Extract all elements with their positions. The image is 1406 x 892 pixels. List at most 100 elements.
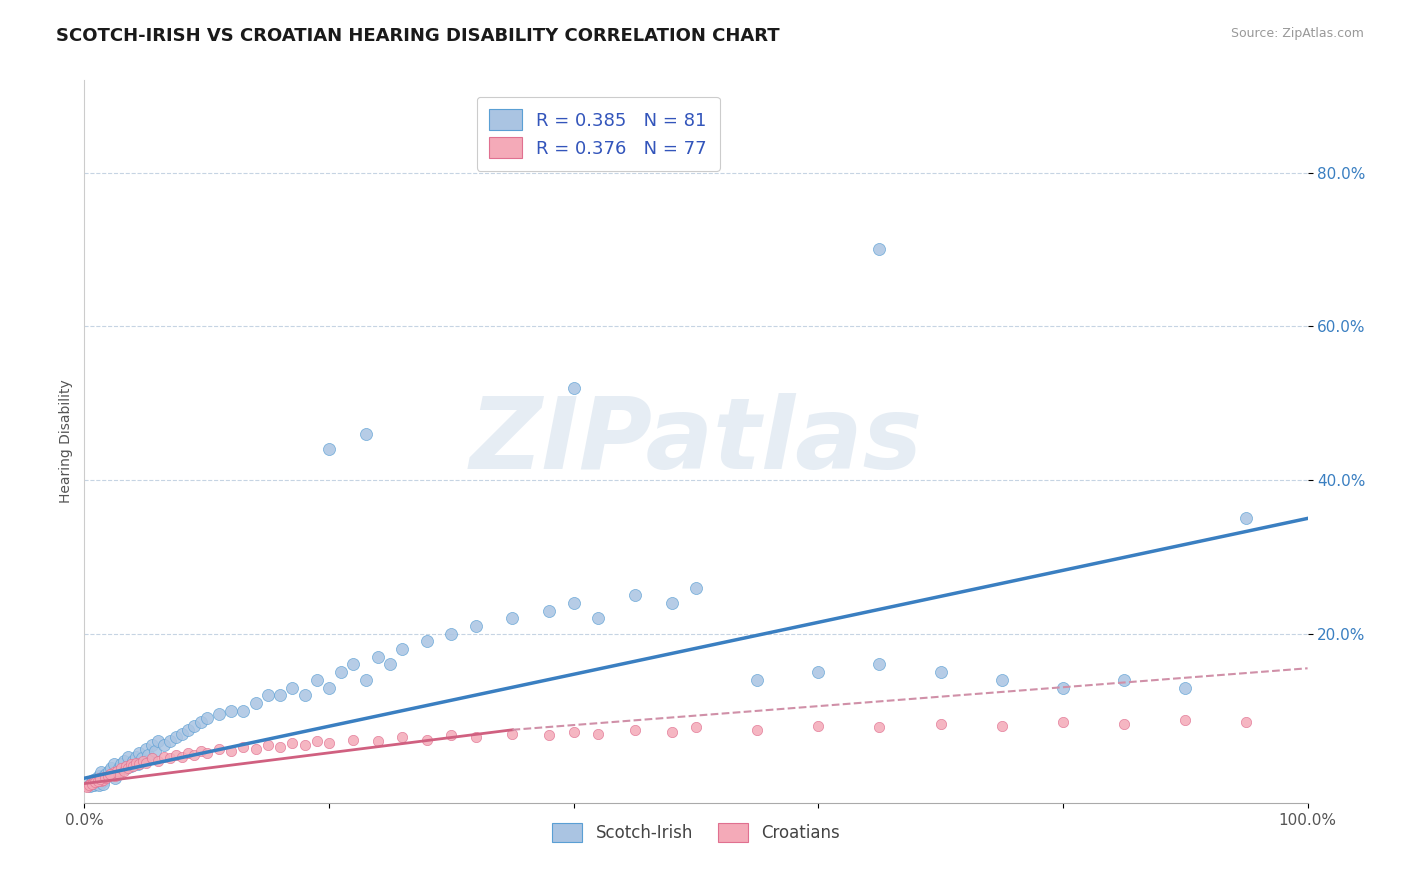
Point	[122, 759, 145, 773]
Point	[391, 642, 413, 657]
Point	[1174, 681, 1197, 695]
Point	[87, 769, 110, 783]
Point	[110, 757, 132, 772]
Point	[183, 719, 205, 733]
Point	[232, 740, 254, 755]
Point	[93, 769, 115, 783]
Point	[685, 721, 707, 735]
Point	[562, 381, 585, 395]
Point	[153, 738, 176, 752]
Point	[869, 657, 891, 672]
Point	[269, 740, 291, 755]
Point	[245, 696, 267, 710]
Point	[342, 732, 364, 747]
Point	[929, 717, 952, 731]
Point	[84, 775, 107, 789]
Point	[105, 764, 128, 778]
Point	[104, 771, 127, 785]
Point	[281, 681, 304, 695]
Point	[318, 681, 340, 695]
Point	[159, 751, 181, 765]
Point	[747, 723, 769, 737]
Point	[79, 776, 101, 790]
Point	[440, 626, 463, 640]
Point	[380, 657, 402, 672]
Point	[79, 779, 101, 793]
Point	[219, 704, 242, 718]
Point	[97, 764, 120, 778]
Point	[86, 771, 108, 785]
Point	[79, 777, 101, 791]
Point	[177, 746, 200, 760]
Point	[929, 665, 952, 680]
Point	[661, 725, 683, 739]
Point	[294, 738, 316, 752]
Point	[269, 688, 291, 702]
Point	[538, 728, 561, 742]
Point	[330, 665, 353, 680]
Point	[1236, 715, 1258, 730]
Point	[354, 673, 377, 687]
Point	[135, 756, 157, 770]
Point	[82, 772, 104, 787]
Point	[367, 649, 389, 664]
Point	[91, 776, 114, 790]
Point	[586, 611, 609, 625]
Point	[219, 743, 242, 757]
Point	[110, 761, 132, 775]
Point	[305, 673, 328, 687]
Point	[807, 719, 830, 733]
Point	[807, 665, 830, 680]
Point	[208, 707, 231, 722]
Point	[257, 738, 280, 752]
Point	[257, 688, 280, 702]
Point	[100, 766, 122, 780]
Point	[89, 772, 111, 786]
Point	[115, 759, 138, 773]
Point	[131, 751, 153, 765]
Point	[125, 756, 148, 770]
Point	[1236, 511, 1258, 525]
Point	[153, 749, 176, 764]
Point	[122, 754, 145, 768]
Point	[112, 764, 135, 778]
Point	[93, 770, 115, 784]
Point	[128, 757, 150, 772]
Point	[146, 754, 169, 768]
Point	[190, 743, 212, 757]
Point	[305, 734, 328, 748]
Point	[661, 596, 683, 610]
Point	[991, 673, 1014, 687]
Point	[245, 742, 267, 756]
Point	[96, 766, 118, 780]
Point	[177, 723, 200, 737]
Point	[104, 769, 127, 783]
Point	[624, 723, 647, 737]
Point	[464, 619, 486, 633]
Point	[190, 715, 212, 730]
Point	[747, 673, 769, 687]
Point	[77, 779, 100, 793]
Point	[1052, 681, 1074, 695]
Point	[97, 769, 120, 783]
Point	[165, 731, 187, 745]
Point	[141, 751, 163, 765]
Point	[117, 749, 139, 764]
Point	[172, 749, 194, 764]
Point	[281, 736, 304, 750]
Text: Source: ZipAtlas.com: Source: ZipAtlas.com	[1230, 27, 1364, 40]
Point	[232, 704, 254, 718]
Point	[141, 738, 163, 752]
Point	[77, 778, 100, 792]
Point	[83, 774, 105, 789]
Point	[115, 761, 138, 775]
Point	[91, 772, 114, 787]
Point	[125, 749, 148, 764]
Legend: Scotch-Irish, Croatians: Scotch-Irish, Croatians	[546, 816, 846, 848]
Point	[120, 759, 142, 773]
Point	[136, 748, 159, 763]
Point	[98, 767, 121, 781]
Point	[562, 725, 585, 739]
Point	[562, 596, 585, 610]
Point	[91, 774, 114, 789]
